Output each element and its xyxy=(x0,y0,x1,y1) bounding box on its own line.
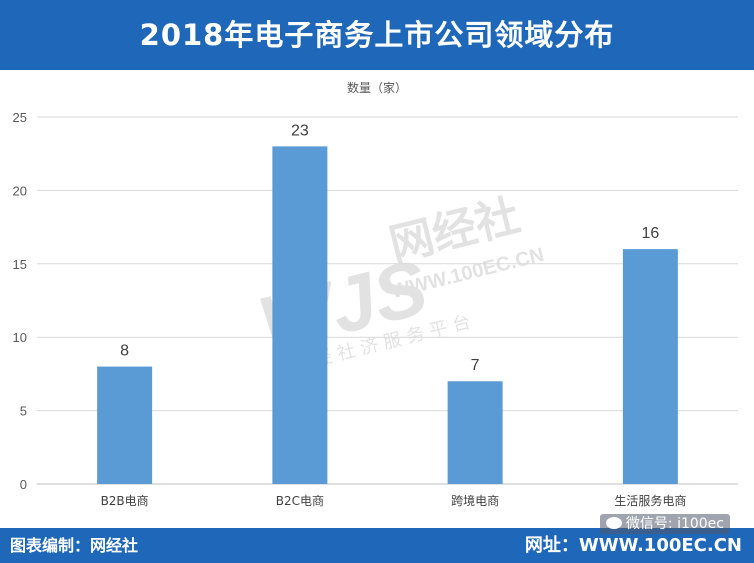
bar xyxy=(447,381,503,484)
wechat-icon xyxy=(605,517,622,529)
bar xyxy=(622,249,678,484)
data-label: 7 xyxy=(471,357,480,374)
y-tick-label: 25 xyxy=(13,110,27,125)
x-tick-label: 跨境电商 xyxy=(451,493,499,508)
y-ticks: 0 5 10 15 20 25 xyxy=(13,110,27,492)
x-tick-label: 生活服务电商 xyxy=(614,493,686,508)
data-label: 8 xyxy=(120,343,129,360)
bars xyxy=(97,146,678,485)
x-tick-label: B2C电商 xyxy=(276,493,324,508)
y-tick-label: 5 xyxy=(20,404,27,419)
wechat-id: 微信号: i100ec xyxy=(625,516,724,532)
y-tick-label: 0 xyxy=(20,477,27,492)
chart-title: 2018年电子商务上市公司领域分布 xyxy=(139,18,615,52)
bar xyxy=(272,146,328,485)
y-axis-label: 数量（家） xyxy=(347,80,407,95)
x-ticks: B2B电商 B2C电商 跨境电商 生活服务电商 xyxy=(101,493,687,508)
title-bar: 2018年电子商务上市公司领域分布 xyxy=(0,0,754,70)
footer-site: 网址：WWW.100EC.CN xyxy=(524,535,742,556)
bar xyxy=(97,366,153,484)
y-tick-label: 10 xyxy=(13,330,27,345)
gridlines xyxy=(37,116,738,485)
wechat-badge: 微信号: i100ec xyxy=(599,514,730,534)
x-tick-label: B2B电商 xyxy=(101,493,149,508)
bar-chart: WJS 网经社 WWW.100EC.CN 网 经 社 济 服 务 平 台 数量（… xyxy=(13,80,738,508)
data-label: 23 xyxy=(291,122,309,139)
y-tick-label: 15 xyxy=(13,257,27,272)
data-label: 16 xyxy=(641,225,659,242)
y-tick-label: 20 xyxy=(13,183,27,198)
footer-credit: 图表编制：网经社 xyxy=(10,536,139,555)
data-labels: 8 23 7 16 xyxy=(120,122,659,374)
